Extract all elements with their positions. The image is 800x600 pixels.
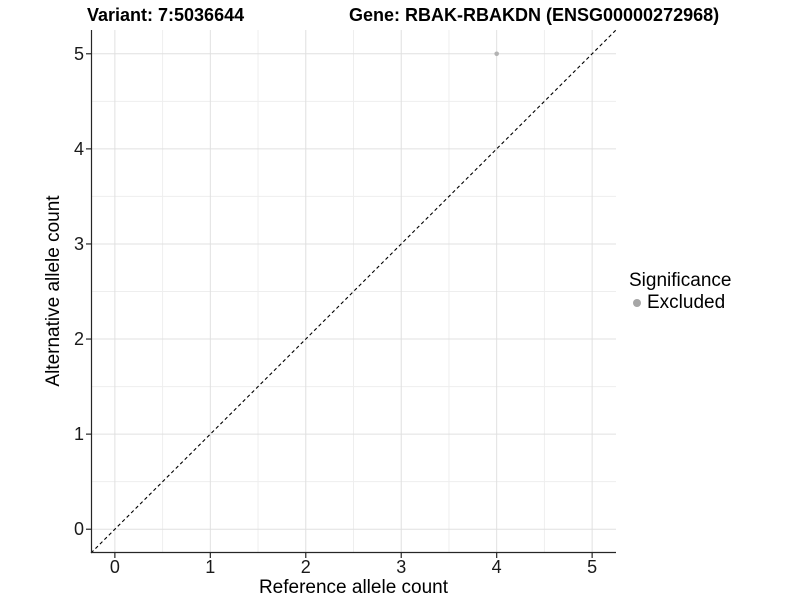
plot-panel (86, 29, 617, 558)
legend-item-label: Excluded (647, 292, 726, 313)
gene-title: Gene: RBAK-RBAKDN (ENSG00000272968) (349, 5, 720, 25)
identity-line (90, 29, 617, 554)
legend: Significance Excluded (629, 270, 731, 314)
y-tick-label: 0 (73, 519, 84, 540)
y-tick-label: 2 (73, 329, 84, 350)
x-axis-title: Reference allele count (258, 577, 449, 598)
x-tick-label: 3 (396, 557, 407, 577)
legend-item-excluded: Excluded (629, 292, 731, 314)
y-tick-label: 1 (73, 424, 84, 445)
variant-title: Variant: 7:5036644 (87, 5, 245, 25)
x-tick-label: 2 (300, 557, 311, 577)
excluded-point-icon (633, 299, 641, 307)
y-tick-label: 5 (73, 43, 84, 64)
x-tick-label: 4 (491, 557, 502, 577)
x-tick-label: 0 (109, 557, 120, 577)
data-point (494, 51, 499, 57)
legend-title: Significance (629, 270, 732, 291)
x-tick-label: 5 (587, 557, 598, 577)
y-tick-label: 4 (73, 138, 84, 159)
scatter-plot-canvas (86, 29, 617, 558)
x-tick-label: 1 (205, 557, 216, 577)
y-axis-title: Alternative allele count (43, 195, 64, 387)
y-tick-label: 3 (73, 233, 84, 254)
